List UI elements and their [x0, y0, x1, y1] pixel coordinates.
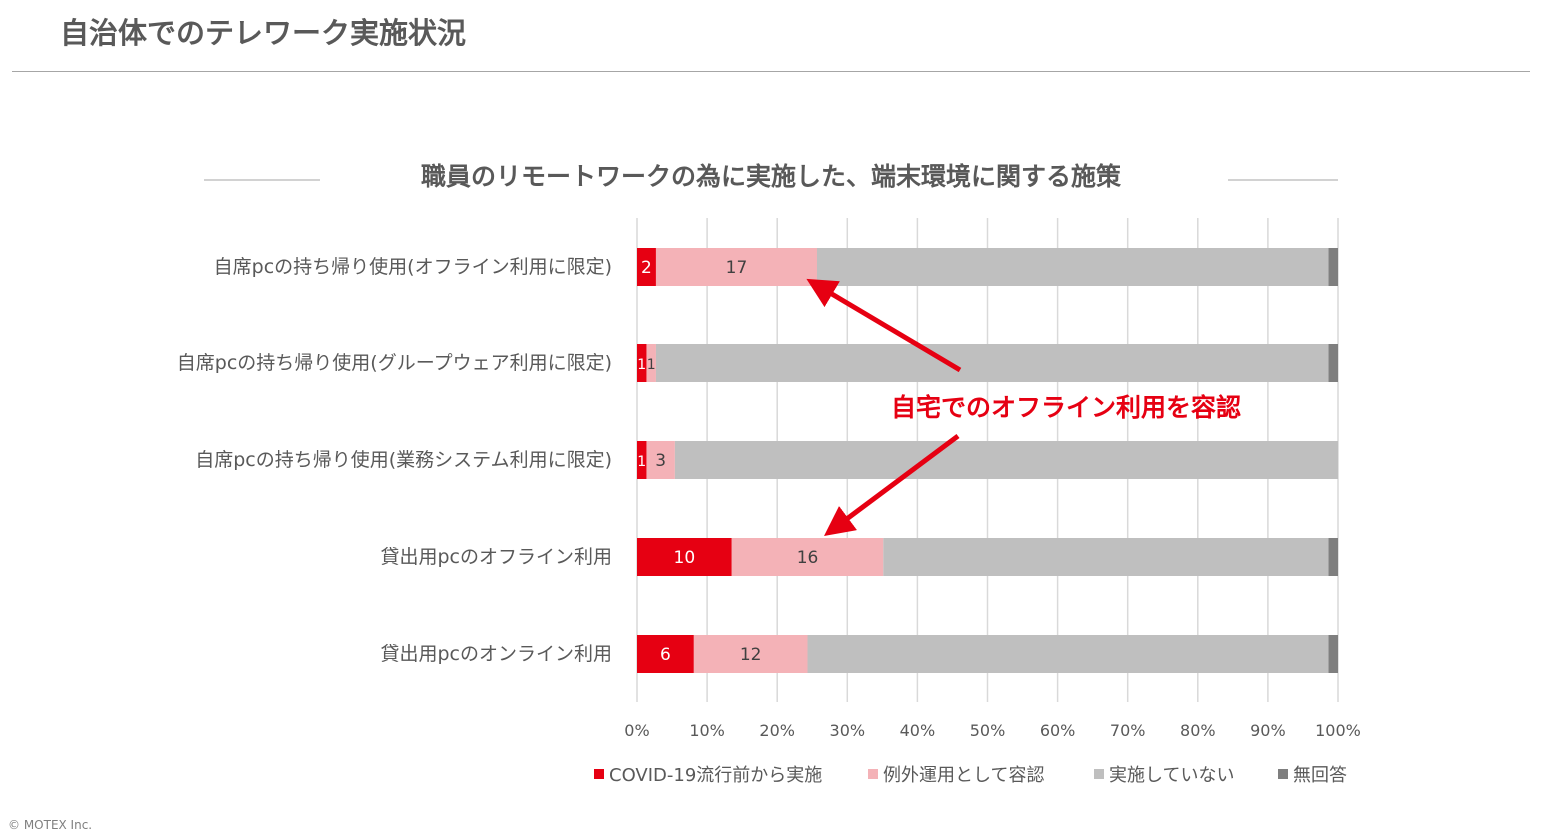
category-label: 自席pcの持ち帰り使用(グループウェア利用に限定)	[177, 352, 612, 374]
bar-segment	[731, 538, 884, 576]
bar-segment	[637, 441, 647, 479]
legend-swatch	[594, 769, 604, 779]
data-label: 3	[655, 451, 666, 471]
x-tick-label: 100%	[1315, 721, 1361, 740]
page-title: 自治体でのテレワーク実施状況	[60, 16, 467, 50]
bar-segment	[674, 441, 1338, 479]
x-tick-label: 20%	[759, 721, 795, 740]
legend-swatch	[1278, 769, 1288, 779]
x-tick-label: 40%	[900, 721, 936, 740]
data-label: 6	[660, 645, 671, 665]
x-tick-label: 70%	[1110, 721, 1146, 740]
data-label: 1	[647, 357, 656, 373]
bar-segment	[646, 441, 675, 479]
x-tick-label: 50%	[970, 721, 1006, 740]
arrow-to-loan-pc-offline	[823, 433, 960, 536]
bar-segment	[807, 635, 1329, 673]
bar-segment	[1328, 248, 1338, 286]
bar-segment	[637, 538, 732, 576]
bar-segment	[816, 248, 1329, 286]
title-divider	[12, 71, 1530, 72]
data-label: 16	[797, 548, 819, 568]
data-label: 10	[674, 548, 696, 568]
bar-segment	[637, 344, 647, 382]
x-tick-label: 30%	[830, 721, 866, 740]
bar-segment	[646, 344, 656, 382]
category-label: 自席pcの持ち帰り使用(業務システム利用に限定)	[195, 449, 612, 471]
category-label: 貸出用pcのオフライン利用	[380, 546, 612, 568]
legend-label: 例外運用として容認	[883, 765, 1044, 786]
x-tick-label: 10%	[689, 721, 725, 740]
bar-segment	[1328, 344, 1338, 382]
bar-segment	[637, 635, 694, 673]
arrow-to-offline-own-pc	[806, 278, 962, 373]
legend-label: COVID-19流行前から実施	[609, 765, 822, 786]
category-label: 自席pcの持ち帰り使用(オフライン利用に限定)	[214, 256, 612, 278]
data-label: 2	[641, 258, 652, 278]
legend-swatch	[1094, 769, 1104, 779]
x-tick-label: 80%	[1180, 721, 1216, 740]
bar-segment	[655, 344, 1329, 382]
bar-segment	[1328, 538, 1338, 576]
bar-segment	[1328, 635, 1338, 673]
legend-swatch	[868, 769, 878, 779]
data-label: 1	[637, 357, 646, 373]
bar-segment	[693, 635, 808, 673]
legend-label: 無回答	[1293, 765, 1347, 786]
chart-title: 職員のリモートワークの為に実施した、端末環境に関する施策	[421, 162, 1122, 191]
x-tick-label: 90%	[1250, 721, 1286, 740]
copyright: © MOTEX Inc.	[8, 818, 93, 832]
category-label: 貸出用pcのオンライン利用	[380, 643, 612, 665]
data-label: 17	[726, 258, 748, 278]
x-tick-label: 60%	[1040, 721, 1076, 740]
bar-segment	[883, 538, 1329, 576]
bar-segment	[655, 248, 817, 286]
data-label: 12	[740, 645, 762, 665]
annotation-text: 自宅でのオフライン利用を容認	[891, 393, 1241, 422]
data-label: 1	[637, 454, 646, 470]
bar-segment	[637, 248, 656, 286]
legend-label: 実施していない	[1109, 765, 1234, 786]
x-tick-label: 0%	[624, 721, 649, 740]
